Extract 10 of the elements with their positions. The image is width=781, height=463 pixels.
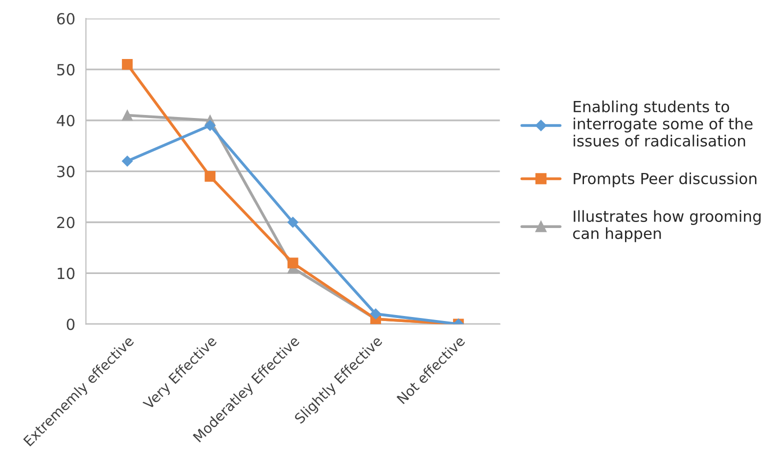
legend-label: Enabling students to interrogate some of the issues of radicalisation (574, 100, 752, 147)
y-tick-label: 30 (57, 166, 74, 178)
y-tick-label: 0 (66, 318, 74, 330)
y-tick-label: 60 (57, 12, 74, 25)
y-tick-label: 10 (58, 268, 74, 280)
legend-label: Illustrates how grooming can happen (573, 210, 761, 242)
y-tick-label: 20 (57, 216, 74, 228)
legend-label: Prompts Peer discussion (574, 172, 756, 188)
y-tick-label: 50 (57, 64, 74, 76)
y-tick-label: 40 (56, 114, 74, 126)
